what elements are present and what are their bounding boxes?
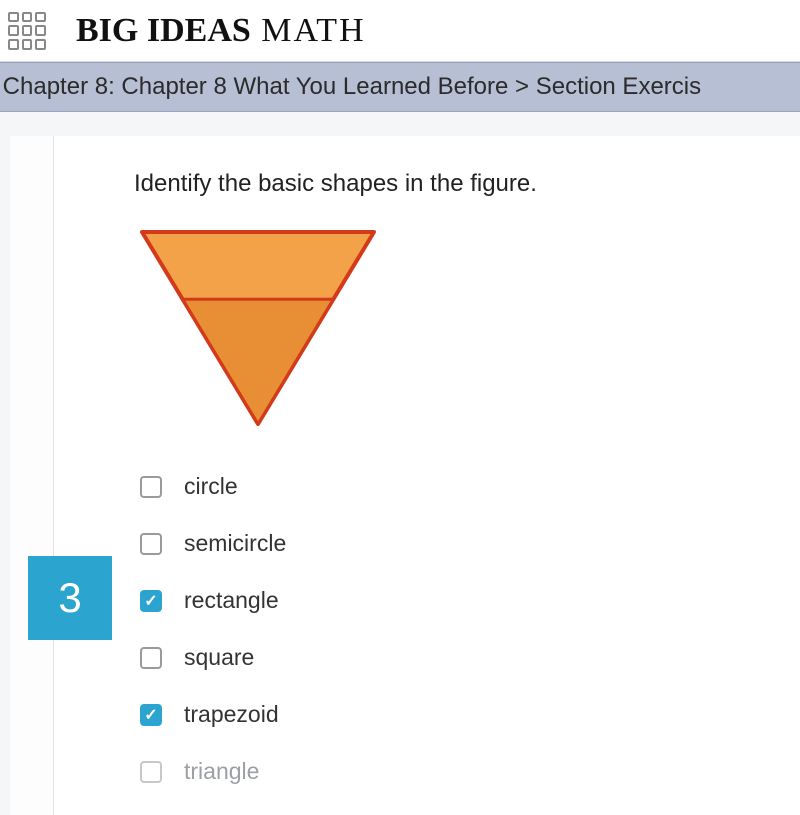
checkbox-square[interactable] bbox=[140, 647, 162, 669]
option-label: circle bbox=[184, 473, 238, 500]
option-label: trapezoid bbox=[184, 701, 279, 728]
triangle-figure-svg bbox=[138, 228, 378, 428]
checkbox-triangle[interactable] bbox=[140, 761, 162, 783]
option-label: triangle bbox=[184, 758, 259, 785]
checkbox-trapezoid[interactable]: ✓ bbox=[140, 704, 162, 726]
option-row-semicircle[interactable]: semicircle bbox=[140, 530, 760, 557]
question-number-badge: 3 bbox=[28, 556, 112, 640]
option-label: semicircle bbox=[184, 530, 286, 557]
breadcrumb[interactable]: > Chapter 8: Chapter 8 What You Learned … bbox=[0, 62, 800, 112]
top-bar: BIG IDEAS MATH bbox=[0, 0, 800, 62]
checkbox-rectangle[interactable]: ✓ bbox=[140, 590, 162, 612]
brand-bold: BIG IDEAS bbox=[76, 12, 251, 49]
content-wrap: Identify the basic shapes in the figure.… bbox=[0, 136, 800, 815]
option-row-trapezoid[interactable]: ✓ trapezoid bbox=[140, 701, 760, 728]
checkbox-circle[interactable] bbox=[140, 476, 162, 498]
question-prompt: Identify the basic shapes in the figure. bbox=[134, 170, 760, 198]
question-panel: Identify the basic shapes in the figure.… bbox=[54, 136, 800, 815]
option-row-square[interactable]: square bbox=[140, 644, 760, 671]
brand-light: MATH bbox=[251, 12, 366, 49]
left-gutter bbox=[10, 136, 54, 815]
checkbox-semicircle[interactable] bbox=[140, 533, 162, 555]
brand-logo: BIG IDEAS MATH bbox=[76, 12, 366, 50]
option-row-rectangle[interactable]: ✓ rectangle bbox=[140, 587, 760, 614]
option-label: square bbox=[184, 644, 254, 671]
answer-options: circle semicircle ✓ rectangle square ✓ trapezo… bbox=[140, 473, 760, 785]
app-grid-icon[interactable] bbox=[6, 10, 48, 52]
option-label: rectangle bbox=[184, 587, 279, 614]
option-row-circle[interactable]: circle bbox=[140, 473, 760, 500]
option-row-triangle[interactable]: triangle bbox=[140, 758, 760, 785]
question-figure bbox=[138, 228, 760, 433]
